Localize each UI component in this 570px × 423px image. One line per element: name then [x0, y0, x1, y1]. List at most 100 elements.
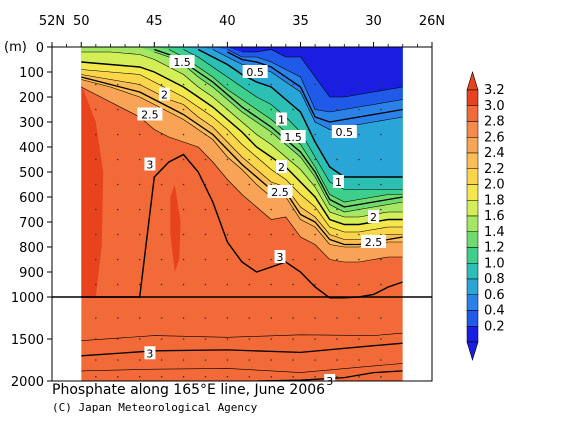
y-tick-label: 500: [19, 166, 44, 181]
sample-dot: [248, 338, 251, 340]
sample-dot: [358, 338, 360, 340]
sample-dot: [204, 108, 207, 111]
sample-dot: [314, 258, 316, 261]
y-tick-label: 400: [19, 141, 44, 156]
sample-dot: [160, 376, 163, 378]
colorbar-label: 2.6: [484, 130, 505, 145]
colorbar-label: 1.6: [484, 209, 505, 224]
y-tick-label: 800: [19, 241, 44, 256]
colorbar-bottom-arrow: [466, 341, 479, 362]
sample-dot: [358, 359, 360, 361]
sample-dot: [182, 258, 185, 261]
contour-label: 3: [146, 159, 153, 172]
contour-deep-a: [81, 332, 403, 341]
sample-dot: [116, 258, 119, 261]
sample-dot: [182, 376, 185, 378]
contour-label-bg: [331, 125, 357, 138]
contour-label-bg: [144, 157, 156, 171]
sample-dot: [380, 258, 382, 261]
sample-dot: [314, 133, 316, 136]
sample-dot: [138, 158, 141, 161]
sample-dot: [336, 283, 338, 286]
colorbar-label: 1.8: [484, 193, 505, 208]
sample-dot: [95, 258, 97, 261]
colorbar-swatch: [466, 247, 479, 264]
contour-label-bg: [274, 250, 286, 263]
sample-dot: [138, 83, 141, 86]
sample-dot: [160, 338, 163, 340]
contour-1-8: [81, 51, 403, 218]
colorbar-top-arrow: [466, 70, 479, 91]
sample-dot: [314, 317, 316, 319]
sample-dot: [380, 208, 382, 211]
contour-deep-3b: [256, 370, 403, 381]
sample-dot: [204, 158, 207, 161]
colorbar-swatch: [466, 168, 479, 185]
contour-label: 2.5: [141, 109, 159, 122]
sample-dot: [380, 233, 382, 236]
x-tick-label: 50: [73, 14, 90, 29]
sample-dot: [292, 258, 294, 261]
sample-dot: [226, 317, 229, 319]
colorbar-swatch: [466, 137, 479, 154]
colorbar-swatch: [466, 294, 479, 311]
contour-label-bg: [275, 112, 287, 126]
sample-dot: [116, 233, 119, 236]
sample-dot: [270, 283, 273, 286]
colorbar-swatch: [466, 310, 479, 327]
sample-dot: [204, 283, 207, 286]
sample-dot: [292, 208, 294, 211]
contour-label-bg: [242, 65, 268, 78]
sample-dot: [248, 183, 251, 186]
sample-dot: [336, 158, 338, 161]
sample-dot: [116, 359, 119, 361]
sample-dot: [138, 376, 141, 378]
sample-dot: [336, 233, 338, 236]
sample-dot: [292, 233, 294, 236]
sample-dot: [270, 158, 273, 161]
sample-dot: [182, 359, 185, 361]
sample-dot: [138, 208, 141, 211]
contour-label-bg: [332, 175, 344, 188]
contour-label-bg: [267, 185, 293, 198]
sample-dot: [204, 183, 207, 186]
sample-dot: [380, 108, 382, 111]
colorbar-label: 3.2: [484, 83, 505, 98]
sample-dot: [182, 208, 185, 211]
colorbar-label: 0.4: [484, 304, 505, 319]
sample-dot: [248, 133, 251, 136]
sample-dot: [270, 183, 273, 186]
contour-label: 3: [146, 347, 153, 360]
sample-dot: [336, 317, 338, 319]
colorbar-label: 3.0: [484, 99, 505, 114]
sample-dot: [204, 208, 207, 211]
sample-dot: [138, 359, 141, 361]
sample-dot: [226, 83, 229, 86]
contour-2-0: [81, 61, 403, 226]
sample-dot: [248, 233, 251, 236]
agency-credit: (C) Japan Meteorological Agency: [52, 401, 258, 414]
sample-dot: [160, 359, 163, 361]
colorbar-label: 1.4: [484, 225, 505, 240]
sample-dot: [292, 283, 294, 286]
contour-label: 0.5: [336, 126, 354, 139]
sample-dot: [116, 158, 119, 161]
sample-dot: [116, 283, 119, 286]
sample-dot: [160, 258, 163, 261]
sample-dot: [314, 359, 316, 361]
sample-dot: [314, 283, 316, 286]
sample-dot: [292, 83, 294, 86]
sample-dot: [138, 317, 141, 319]
sample-dot: [116, 133, 119, 136]
sample-dot: [380, 359, 382, 361]
colorbar-swatch: [466, 184, 479, 201]
sample-dot: [248, 258, 251, 261]
colorbar-swatch: [466, 105, 479, 122]
sample-dot: [182, 183, 185, 186]
sample-dot: [270, 376, 273, 378]
sample-dot: [226, 359, 229, 361]
y-tick-label: 700: [19, 216, 44, 231]
sample-dot: [358, 376, 360, 378]
colorbar-label: 1.2: [484, 241, 505, 256]
sample-dot: [314, 108, 316, 111]
